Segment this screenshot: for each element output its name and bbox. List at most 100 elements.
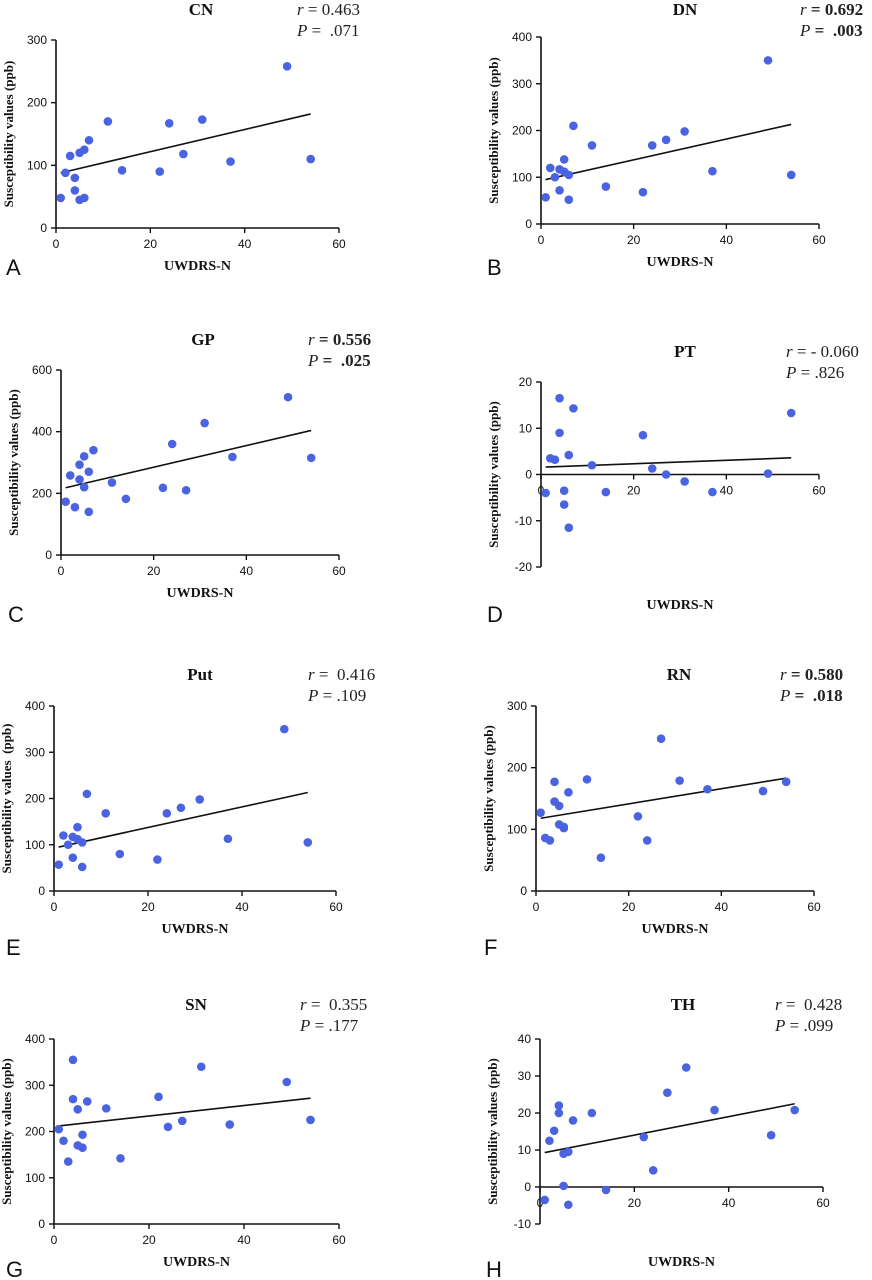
data-point	[564, 170, 574, 180]
data-point	[675, 776, 684, 785]
r-statistic: r = - 0.060	[786, 342, 859, 361]
data-point	[656, 734, 666, 743]
x-tick-label: 60	[332, 237, 346, 251]
x-tick-label: 0	[58, 564, 65, 578]
data-point	[84, 507, 94, 517]
data-point	[545, 163, 555, 173]
y-tick-label: -20	[515, 560, 533, 574]
data-point	[639, 1132, 649, 1142]
x-axis-label: UWDRS-N	[648, 1255, 715, 1270]
data-point	[70, 502, 80, 512]
data-point	[648, 1166, 658, 1175]
x-tick-label: 0	[53, 237, 60, 251]
y-axis-label: Susceptibility values (ppb)	[485, 1058, 500, 1205]
panel-letter: D	[487, 602, 503, 627]
data-point	[68, 1094, 78, 1104]
panel-title: CN	[189, 0, 214, 19]
x-tick-label: 40	[235, 900, 249, 914]
regression-line	[545, 457, 792, 468]
x-axis-label: UWDRS-N	[647, 255, 714, 270]
data-point	[663, 1088, 672, 1097]
data-point	[59, 1136, 68, 1146]
p-statistic: P = .826	[785, 363, 844, 382]
data-point	[601, 182, 611, 191]
y-tick-label: 0	[38, 884, 45, 898]
y-tick-label: 100	[507, 822, 527, 836]
data-point	[121, 494, 131, 504]
data-point	[545, 1136, 554, 1146]
x-tick-label: 40	[238, 237, 252, 251]
x-tick-label: 40	[720, 233, 734, 247]
panel-title: DN	[673, 0, 698, 19]
data-point	[642, 836, 652, 845]
x-axis-label: UWDRS-N	[164, 259, 231, 274]
y-tick-label: 0	[525, 468, 532, 482]
y-tick-label: 10	[518, 1143, 532, 1157]
y-tick-label: 200	[25, 792, 45, 806]
data-point	[78, 1130, 87, 1140]
x-tick-label: 40	[715, 900, 729, 914]
data-point	[282, 1077, 292, 1087]
x-tick-label: 0	[51, 900, 58, 914]
data-point	[550, 455, 560, 465]
data-point	[68, 1055, 78, 1065]
panel-title: RN	[667, 665, 692, 684]
data-point	[117, 166, 127, 175]
data-point	[225, 1120, 235, 1129]
y-tick-label: 30	[518, 1069, 532, 1083]
panel-b: 0 100 200 300 400 0 20 40 60 DN r = 0.692 P = .003 U…	[486, 0, 863, 280]
data-point	[195, 795, 204, 804]
data-point	[541, 488, 550, 498]
panel-h: -10 0 10 20 30 40 0 20 40 60 TH r = 0.428 P = .099 UW…	[485, 995, 842, 1280]
panel-f: 0 100 200 300 0 20 40 60 RN r = 0.580 P = .018 UWDR…	[481, 665, 843, 960]
data-point	[63, 840, 73, 850]
data-point	[65, 471, 75, 480]
data-point	[79, 482, 89, 492]
panel-title: GP	[191, 330, 215, 349]
data-point	[78, 1143, 87, 1152]
y-tick-label: 100	[25, 1171, 45, 1185]
data-point	[177, 1116, 187, 1126]
x-tick-label: 20	[147, 564, 161, 578]
panel-g: 0 100 200 300 400 0 20 40 60 SN r = 0.355 P = .177 U…	[0, 995, 367, 1280]
y-tick-label: 400	[25, 699, 45, 713]
data-point	[554, 801, 564, 811]
panel-title: SN	[185, 995, 207, 1014]
x-axis-label: UWDRS-N	[162, 922, 229, 937]
panel-letter: G	[6, 1257, 23, 1280]
data-point	[59, 831, 68, 840]
data-point	[536, 808, 545, 817]
data-point	[116, 1154, 125, 1163]
data-point	[549, 1126, 559, 1136]
x-tick-label: 0	[51, 1233, 58, 1247]
data-point	[555, 186, 564, 195]
data-point	[282, 62, 292, 71]
data-point	[306, 453, 316, 463]
data-point	[550, 777, 559, 787]
data-point	[596, 853, 606, 862]
data-point	[601, 487, 611, 497]
x-tick-label: 20	[141, 900, 155, 914]
data-point	[786, 408, 796, 418]
data-point	[587, 141, 597, 150]
data-point	[564, 788, 573, 797]
data-point	[80, 145, 89, 154]
y-tick-label: 300	[25, 1078, 45, 1092]
r-statistic: r = 0.428	[775, 995, 842, 1014]
y-tick-label: 600	[32, 363, 52, 377]
x-tick-label: 60	[332, 564, 346, 578]
panel-letter: B	[487, 255, 502, 280]
data-point	[80, 193, 89, 203]
x-tick-label: 20	[627, 484, 641, 498]
y-tick-label: 200	[507, 761, 527, 775]
p-statistic: P = .071	[296, 21, 359, 40]
y-tick-label: 20	[519, 375, 533, 389]
x-tick-label: 60	[807, 900, 821, 914]
data-point	[101, 809, 110, 818]
y-tick-label: 40	[518, 1032, 532, 1046]
data-point	[79, 452, 89, 461]
r-statistic: r = 0.692	[800, 0, 863, 19]
panel-e: 0 100 200 300 400 0 20 40 60 Put r = 0.416 P = .109…	[0, 665, 375, 960]
data-point	[587, 460, 597, 470]
data-point	[763, 56, 773, 65]
